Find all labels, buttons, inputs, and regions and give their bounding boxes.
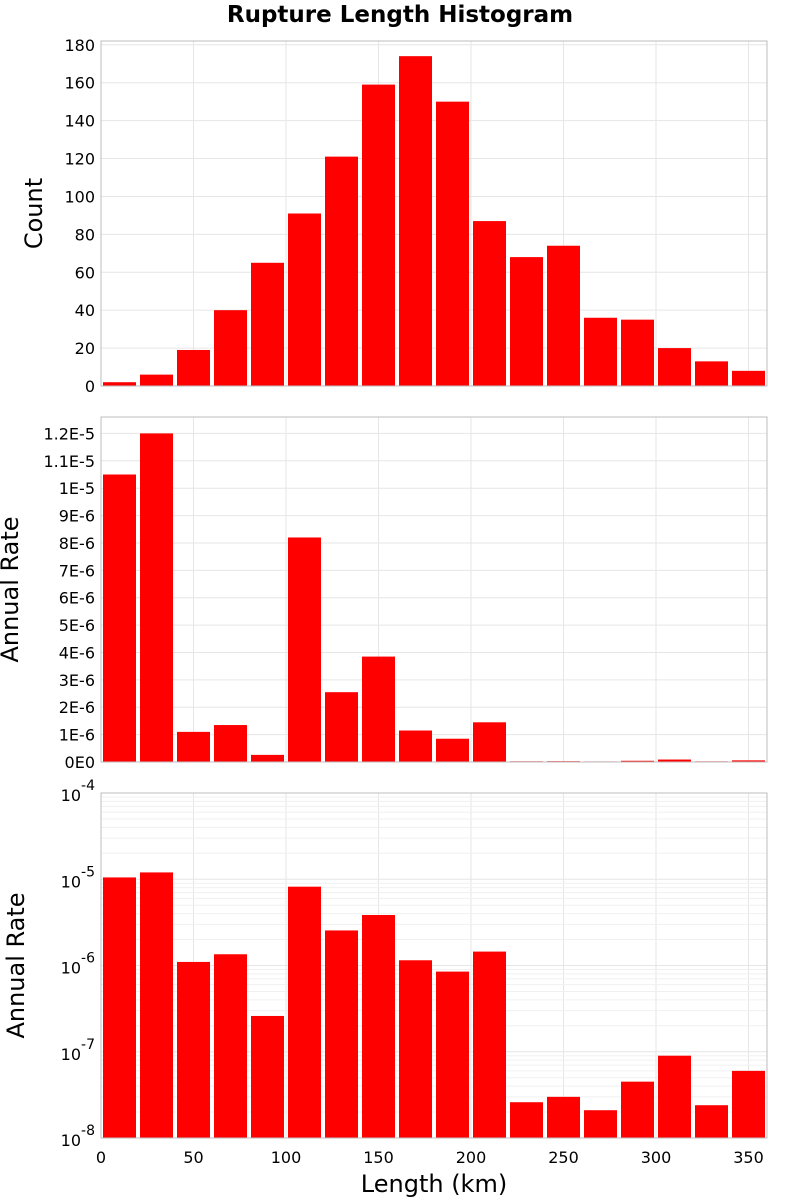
x-tick-label: 350 (733, 1148, 764, 1167)
histogram-bar (658, 759, 691, 762)
chart-panel-1: 0 20 40 60 80 100 120 140 160 180 Count (20, 36, 768, 396)
histogram-bar (473, 722, 506, 762)
histogram-bar (251, 754, 284, 762)
y-tick-label: 1E-5 (59, 479, 95, 498)
histogram-bar (362, 656, 395, 762)
histogram-bar (177, 349, 210, 386)
histogram-bar (732, 370, 765, 386)
histogram-bar (621, 760, 654, 762)
histogram-bar (288, 886, 321, 1138)
x-tick-label: 200 (456, 1148, 487, 1167)
histogram-bar (214, 310, 247, 386)
plot-frame (100, 792, 768, 1139)
histogram-bar (140, 374, 173, 386)
histogram-bar (288, 213, 321, 386)
histogram-bar (621, 319, 654, 386)
y-axis-label: Count (20, 178, 48, 249)
histogram-bar (399, 960, 432, 1138)
histogram-bar (732, 760, 765, 762)
histogram-bar (584, 1110, 617, 1138)
x-tick-label: 100 (271, 1148, 302, 1167)
histogram-bar (325, 156, 358, 386)
histogram-bar (177, 961, 210, 1138)
histogram-bar (362, 84, 395, 386)
histogram-bar (658, 348, 691, 386)
histogram-bar (399, 56, 432, 386)
histogram-bar (251, 1015, 284, 1138)
histogram-bar (473, 221, 506, 386)
y-tick-label: 7E-6 (59, 561, 95, 580)
histogram-bar (214, 725, 247, 762)
histogram-bar (362, 915, 395, 1138)
x-tick-label: 250 (548, 1148, 579, 1167)
y-tick-label: 10-5 (61, 864, 95, 891)
x-axis-label: Length (km) (361, 1170, 507, 1198)
histogram-bar (103, 877, 136, 1138)
chart-panel-2: 0E0 1E-6 2E-6 3E-6 4E-6 5E-6 6E-6 7E-6 8E-6 9E-6 1… (0, 416, 768, 772)
histogram-bar (103, 382, 136, 386)
y-tick-label: 8E-6 (59, 534, 95, 553)
y-tick-label: 100 (64, 187, 95, 206)
histogram-bar (140, 433, 173, 762)
y-tick-label: 80 (75, 225, 95, 244)
histogram-bar (547, 1096, 580, 1138)
x-tick-label: 0 (96, 1148, 106, 1167)
histogram-bar (621, 1081, 654, 1138)
y-tick-label: 1.1E-5 (43, 452, 95, 471)
histogram-bar (584, 317, 617, 386)
y-tick-label: 60 (75, 263, 95, 282)
histogram-bar (436, 971, 469, 1138)
y-tick-label: 180 (64, 36, 95, 55)
y-tick-label: 1E-6 (59, 726, 95, 745)
chart-title: Rupture Length Histogram (226, 2, 574, 28)
histogram-bar (473, 951, 506, 1138)
x-tick-label: 300 (641, 1148, 672, 1167)
y-tick-label: 20 (75, 339, 95, 358)
y-tick-label: 1.2E-5 (43, 424, 95, 443)
histogram-bar (140, 872, 173, 1138)
y-axis-label: Annual Rate (2, 892, 30, 1038)
y-tick-label: 2E-6 (59, 698, 95, 717)
y-tick-label: 10-4 (61, 778, 95, 805)
histogram-bar (288, 537, 321, 762)
histogram-bar (436, 101, 469, 386)
y-tick-label: 0 (85, 377, 95, 396)
histogram-bar (399, 730, 432, 762)
y-tick-label: 160 (64, 74, 95, 93)
histogram-bar (658, 1055, 691, 1138)
plot-frame (100, 416, 768, 763)
histogram-bar (732, 1070, 765, 1138)
y-tick-label: 3E-6 (59, 671, 95, 690)
y-tick-label: 6E-6 (59, 589, 95, 608)
histogram-bar (695, 1105, 728, 1138)
y-tick-label: 10-8 (61, 1123, 95, 1150)
y-tick-label: 40 (75, 301, 95, 320)
histogram-bar (325, 930, 358, 1138)
histogram-bar (510, 257, 543, 386)
y-tick-label: 0E0 (65, 753, 95, 772)
histogram-bar (325, 692, 358, 762)
x-tick-label: 150 (363, 1148, 394, 1167)
x-tick-label: 50 (183, 1148, 203, 1167)
y-tick-label: 5E-6 (59, 616, 95, 635)
histogram-bar (436, 738, 469, 762)
y-tick-label: 140 (64, 112, 95, 131)
y-tick-label: 10-7 (61, 1037, 95, 1064)
histogram-bar (103, 474, 136, 762)
y-tick-label: 4E-6 (59, 643, 95, 662)
histogram-bar (177, 731, 210, 762)
plot-frame (100, 40, 768, 387)
histogram-bar (510, 1102, 543, 1138)
histogram-bar (695, 361, 728, 386)
chart-panel-3: 10-8 10-7 10-6 10-5 10-4 Annual Rate 0 50 100 150… (2, 778, 768, 1198)
y-axis-label: Annual Rate (0, 516, 24, 662)
histogram-bar (547, 245, 580, 386)
histogram-bar (251, 262, 284, 386)
y-tick-label: 10-6 (61, 951, 95, 978)
histogram-bar (214, 954, 247, 1138)
y-tick-label: 120 (64, 150, 95, 169)
y-tick-label: 9E-6 (59, 507, 95, 526)
